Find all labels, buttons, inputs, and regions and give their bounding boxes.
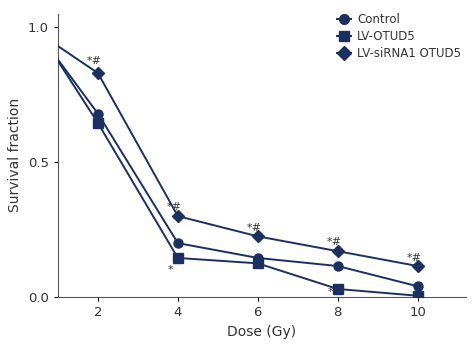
Text: *#: *# bbox=[327, 237, 342, 247]
Text: *#: *# bbox=[167, 202, 182, 212]
Text: *#: *# bbox=[246, 223, 262, 233]
Text: *: * bbox=[328, 287, 333, 297]
X-axis label: Dose (Gy): Dose (Gy) bbox=[227, 325, 296, 339]
Y-axis label: Survival fraction: Survival fraction bbox=[9, 98, 22, 212]
Legend: Control, LV-OTUD5, LV-siRNA1 OTUD5: Control, LV-OTUD5, LV-siRNA1 OTUD5 bbox=[332, 8, 465, 65]
Text: *#: *# bbox=[87, 56, 102, 66]
Text: *#: *# bbox=[407, 253, 421, 263]
Text: *: * bbox=[168, 265, 173, 275]
